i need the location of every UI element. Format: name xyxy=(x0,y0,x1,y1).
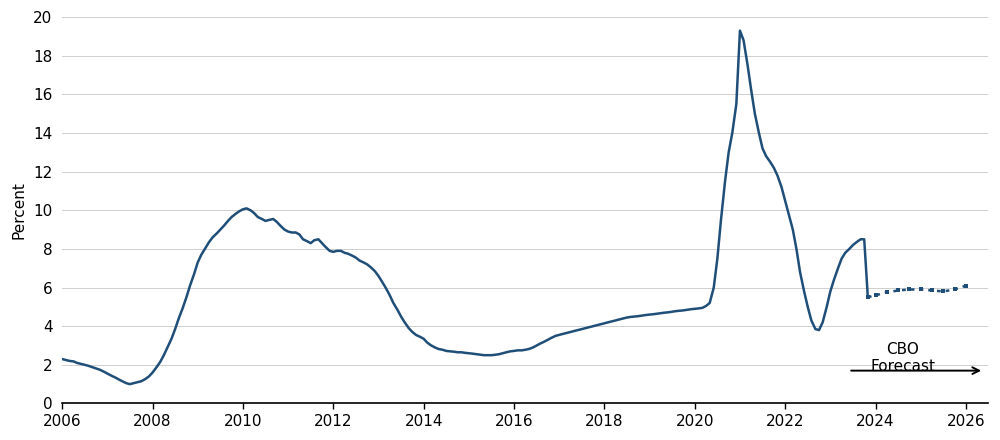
Text: CBO
Forecast: CBO Forecast xyxy=(870,341,935,374)
Y-axis label: Percent: Percent xyxy=(11,181,26,239)
